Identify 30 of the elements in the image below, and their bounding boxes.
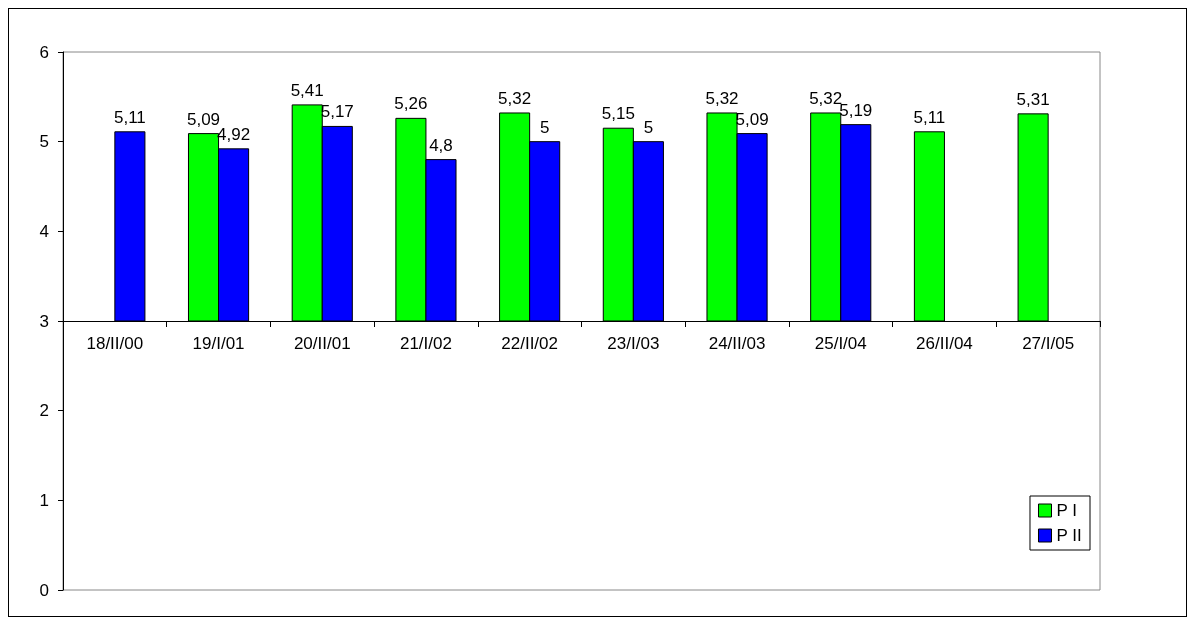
data-label: 4,8: [429, 135, 453, 155]
x-tick-label: 26/II/04: [916, 334, 973, 353]
data-label: 5,32: [705, 88, 739, 108]
y-tick-label: 6: [39, 42, 49, 62]
x-tick-label: 21/I/02: [399, 334, 452, 353]
data-label: 5: [539, 117, 550, 137]
x-tick-label: 22/II/02: [501, 334, 559, 353]
y-tick-label: 3: [39, 311, 49, 331]
data-label: 5: [643, 117, 654, 137]
legend-label: P I: [1056, 501, 1077, 520]
y-tick-label: 0: [39, 580, 49, 600]
data-label: 5,31: [1016, 89, 1050, 109]
data-label: 5,32: [498, 88, 532, 108]
data-label: 5,41: [290, 80, 324, 100]
data-label: 5,15: [601, 104, 635, 124]
x-tick-label: 19/I/01: [192, 334, 245, 353]
legend-label: P II: [1056, 526, 1082, 545]
x-tick-label: 24/II/03: [708, 334, 766, 353]
data-label: 5,26: [394, 94, 428, 114]
x-tick-label: 23/I/03: [607, 334, 660, 353]
data-label: 5,11: [113, 107, 146, 127]
data-label: 5,11: [913, 107, 946, 127]
y-tick-label: 2: [39, 401, 49, 421]
x-tick-label: 20/II/01: [293, 334, 351, 353]
y-tick-label: 1: [39, 490, 49, 510]
x-tick-label: 27/I/05: [1022, 334, 1075, 353]
y-tick-label: 4: [39, 221, 49, 241]
x-tick-label: 25/I/04: [814, 334, 867, 353]
y-tick-label: 5: [39, 132, 49, 152]
x-tick-label: 18/II/00: [86, 334, 144, 353]
